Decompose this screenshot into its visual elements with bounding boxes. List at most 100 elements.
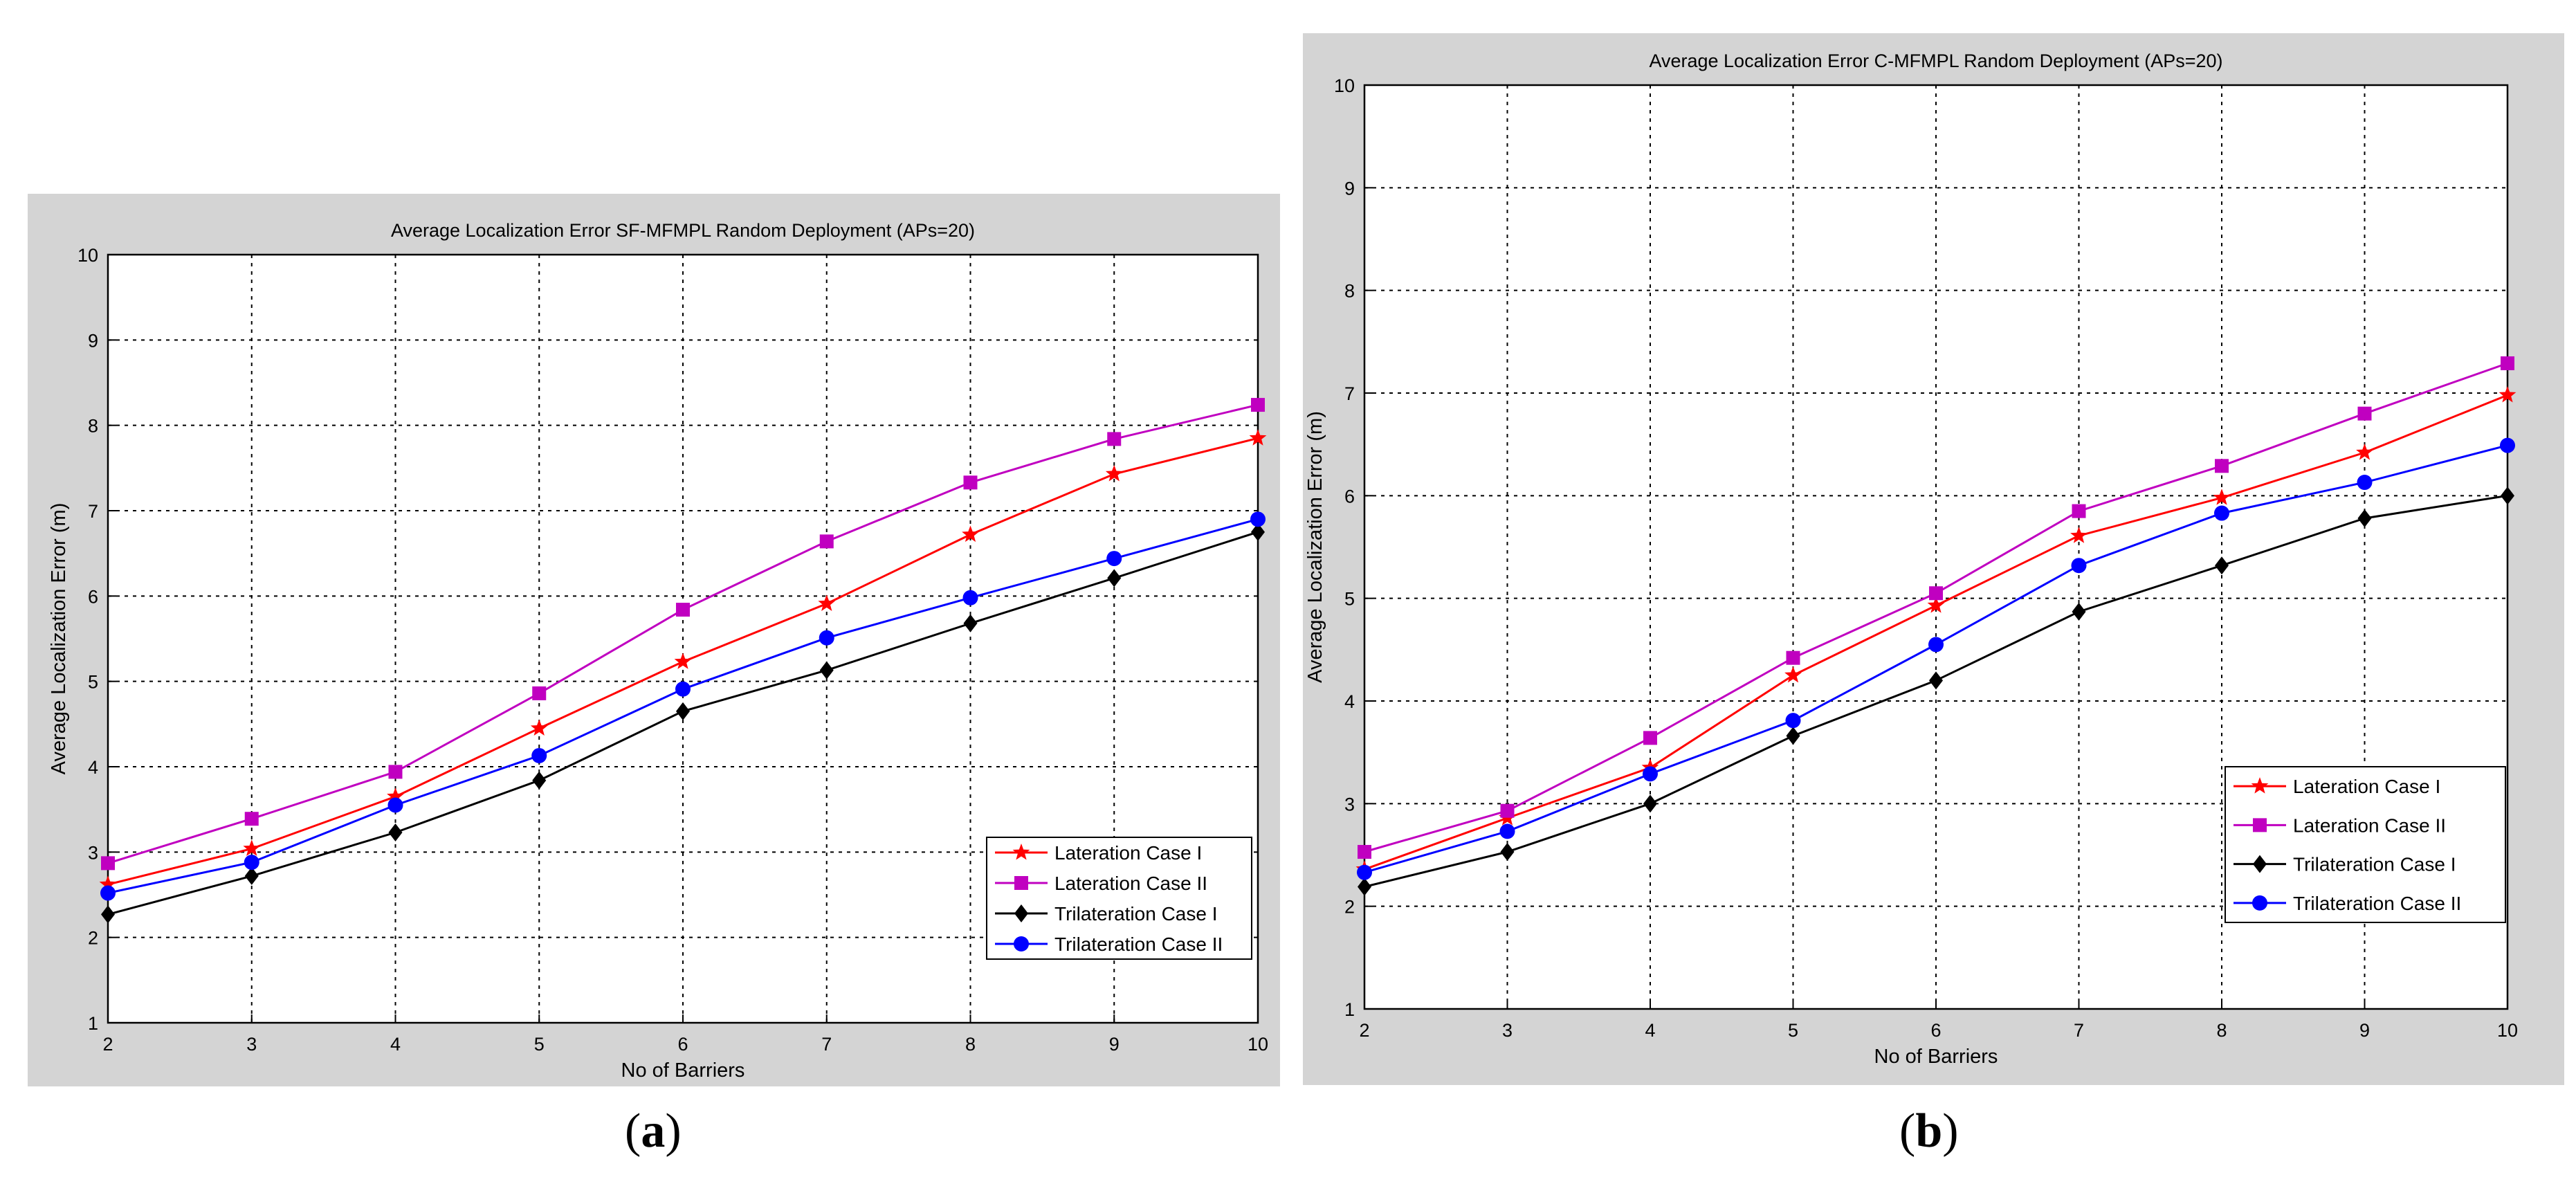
chart-a-lateration-case-i-point-10 — [1249, 429, 1267, 446]
chart-a-xtick-label-7: 7 — [821, 1034, 832, 1055]
chart-a-plot-border — [107, 253, 1259, 1024]
chart-b-lateration-case-i-legend-label: Lateration Case I — [2293, 776, 2440, 797]
chart-a-ytick-label-7: 7 — [88, 501, 98, 522]
chart-b-trilateration-case-ii-point-9 — [2357, 475, 2373, 491]
chart-b-trilateration-case-i-point-7 — [2072, 602, 2086, 621]
chart-a-ytick-label-8: 8 — [88, 416, 98, 437]
chart-a-trilateration-case-i-point-3 — [244, 866, 259, 885]
chart-a-ytick-label-10: 10 — [77, 245, 98, 266]
chart-a-lateration-case-ii-point-4 — [388, 765, 403, 779]
chart-a-trilateration-case-i-point-8 — [963, 614, 978, 632]
chart-b-trilateration-case-i-point-4 — [1643, 794, 1657, 813]
chart-panel-a: 2 3 4 5 6 7 8 9 10 1 2 3 4 5 6 7 8 9 10 Average Localizatio… — [28, 194, 1280, 1086]
chart-b-lateration-case-ii-legend-label: Lateration Case II — [2293, 814, 2446, 836]
chart-b-xtick-label-6: 6 — [1930, 1020, 1941, 1041]
caption-a-letter: a — [641, 1104, 666, 1158]
chart-b-trilateration-case-ii-series — [1357, 437, 2515, 880]
chart-a-lateration-case-ii-series — [101, 398, 1265, 871]
chart-b-trilateration-case-ii-point-2 — [1357, 864, 1372, 880]
chart-b-lateration-case-ii-point-6 — [1929, 586, 1943, 601]
chart-a-trilateration-case-ii-point-8 — [962, 590, 978, 605]
chart-a-trilateration-case-i-legend-label: Trilateration Case I — [1054, 903, 1218, 925]
chart-a-ytick-label-1: 1 — [88, 1013, 98, 1034]
chart-a-lateration-case-ii-point-8 — [963, 475, 978, 490]
chart-a-title: Average Localization Error SF-MFMPL Rand… — [391, 220, 975, 241]
chart-b-trilateration-case-ii-point-5 — [1785, 713, 1801, 729]
chart-b-lateration-case-i-point-7 — [2070, 527, 2088, 543]
chart-b-trilateration-case-ii-point-7 — [2071, 558, 2087, 574]
chart-b-ytick-label-8: 8 — [1344, 281, 1355, 302]
chart-a-trilateration-case-i-point-4 — [388, 823, 403, 841]
chart-b-xtick-label-3: 3 — [1502, 1020, 1513, 1041]
chart-panel-b: 2 3 4 5 6 7 8 9 10 1 2 3 4 5 6 7 8 9 10 Average Localizatio… — [1303, 33, 2564, 1085]
chart-a-ytick-label-3: 3 — [88, 842, 98, 863]
caption-b: (b) — [1899, 1104, 1959, 1159]
chart-b-trilateration-case-i-point-3 — [1500, 843, 1515, 862]
caption-b-letter: b — [1915, 1104, 1943, 1158]
chart-a-legend: Lateration Case I Lateration Case II Trila… — [986, 837, 1252, 960]
chart-b-xtick-label-2: 2 — [1359, 1020, 1369, 1041]
chart-a-xtick-label-5: 5 — [534, 1034, 545, 1055]
chart-b-trilateration-case-i-point-10 — [2501, 486, 2514, 505]
chart-b-trilateration-case-ii-point-3 — [1499, 823, 1515, 839]
chart-b-trilateration-case-ii-point-6 — [1928, 637, 1944, 653]
chart-a-trilateration-case-ii-point-2 — [100, 885, 116, 901]
chart-b-plot-border — [1363, 84, 2509, 1010]
chart-a-ytick-label-4: 4 — [88, 757, 98, 778]
chart-a-ytick-label-2: 2 — [88, 928, 98, 949]
chart-a-lateration-case-ii-point-2 — [101, 856, 115, 871]
chart-a-xtick-label-3: 3 — [246, 1034, 257, 1055]
chart-a-xtick-label-10: 10 — [1248, 1034, 1268, 1055]
chart-a-trilateration-case-ii-point-5 — [531, 747, 547, 763]
chart-a-xtick-label-2: 2 — [102, 1034, 113, 1055]
chart-b-lateration-case-ii-legend-marker — [2253, 818, 2267, 832]
chart-b-legend-box — [2225, 766, 2506, 923]
chart-a-ylabel: Average Localization Error (m) — [48, 503, 70, 775]
chart-b-lateration-case-ii-point-5 — [1786, 650, 1800, 665]
chart-a-lateration-case-ii-legend-label: Lateration Case II — [1054, 873, 1207, 894]
chart-b-trilateration-case-i-point-6 — [1929, 671, 1943, 690]
chart-b-lateration-case-ii-point-7 — [2072, 504, 2086, 518]
chart-b-lateration-case-i-point-6 — [1927, 596, 1945, 613]
chart-a-trilateration-case-i-point-6 — [676, 702, 690, 720]
chart-a-lateration-case-i-point-8 — [962, 525, 979, 543]
chart-b-lateration-case-i-point-8 — [2213, 489, 2231, 505]
chart-b-xtick-label-9: 9 — [2359, 1020, 2370, 1041]
chart-a-lateration-case-ii-point-7 — [819, 534, 834, 549]
chart-b-xtick-label-5: 5 — [1788, 1020, 1798, 1041]
chart-a-lateration-case-ii-legend-marker — [1014, 876, 1028, 890]
chart-a-lateration-case-ii-point-9 — [1107, 432, 1122, 446]
chart-a-trilateration-case-ii-point-6 — [675, 681, 691, 697]
chart-b-ylabel: Average Localization Error (m) — [1304, 411, 1326, 683]
chart-a-trilateration-case-i-point-9 — [1107, 569, 1122, 588]
chart-a-lateration-case-i-point-6 — [674, 653, 692, 669]
chart-a-trilateration-case-ii-point-9 — [1106, 551, 1122, 567]
chart-a-xtick-label-4: 4 — [390, 1034, 401, 1055]
chart-a-lateration-case-i-legend-marker — [1012, 844, 1030, 860]
chart-a-trilateration-case-i-point-10 — [1251, 522, 1265, 541]
chart-a-lateration-case-i-series — [99, 429, 1267, 892]
chart-a-xlabel: No of Barriers — [621, 1059, 745, 1082]
chart-b-ytick-label-1: 1 — [1344, 999, 1355, 1020]
chart-a-trilateration-case-i-point-7 — [819, 661, 834, 680]
chart-b-xtick-label-10: 10 — [2497, 1020, 2518, 1041]
chart-a-trilateration-case-ii-legend-marker — [1014, 936, 1029, 951]
chart-b-trilateration-case-ii-point-4 — [1643, 766, 1658, 782]
chart-b-lateration-case-i-point-9 — [2356, 444, 2373, 460]
chart-b-trilateration-case-ii-legend-label: Trilateration Case II — [2293, 893, 2461, 914]
chart-a-trilateration-case-i-point-2 — [101, 905, 115, 924]
chart-b-lateration-case-i-point-5 — [1784, 666, 1802, 683]
caption-a-open: ( — [625, 1104, 641, 1158]
chart-a-lateration-case-ii-point-10 — [1251, 398, 1265, 412]
chart-b-trilateration-case-ii-point-8 — [2214, 505, 2229, 521]
chart-b-ytick-label-3: 3 — [1344, 794, 1355, 814]
chart-a-xtick-label-6: 6 — [677, 1034, 688, 1055]
chart-a-lateration-case-i-legend-label: Lateration Case I — [1054, 842, 1202, 864]
chart-b-ytick-label-2: 2 — [1344, 897, 1355, 918]
chart-b-trilateration-case-i-point-8 — [2215, 556, 2229, 575]
chart-b-xlabel: No of Barriers — [1874, 1046, 1998, 1068]
chart-b-lateration-case-ii-point-9 — [2357, 406, 2372, 421]
chart-b-trilateration-case-i-point-2 — [1358, 877, 1371, 896]
chart-b-ytick-label-5: 5 — [1344, 589, 1355, 610]
